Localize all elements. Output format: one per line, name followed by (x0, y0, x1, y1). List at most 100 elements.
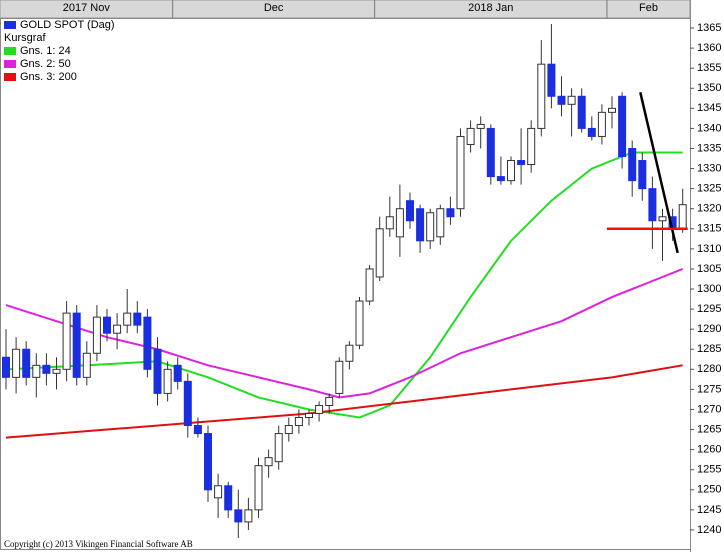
y-tick-label: 1350 (697, 82, 721, 94)
candle-body (446, 208, 455, 218)
moving-average (5, 268, 684, 399)
candle-body (123, 312, 132, 326)
candle-body (183, 380, 192, 427)
y-tick-label: 1325 (697, 183, 721, 195)
legend-label: Kursgraf (4, 32, 47, 44)
y-tick-label: 1345 (697, 102, 721, 114)
candle-body (365, 268, 374, 302)
x-tick-label: 2017 Nov (63, 2, 111, 14)
candle-body (496, 176, 505, 182)
y-tick-label: 1360 (697, 42, 721, 54)
candle-body (486, 127, 495, 178)
candle-body (597, 111, 606, 137)
y-tick-label: 1280 (697, 363, 721, 375)
candle-body (385, 216, 394, 230)
y-tick-label: 1355 (697, 62, 721, 74)
drawn-line (639, 91, 679, 254)
candle-body (577, 95, 586, 129)
x-tick-label: Feb (639, 2, 658, 14)
candle-body (315, 404, 324, 414)
candle-body (42, 364, 51, 374)
candle-body (62, 312, 71, 370)
candle-body (406, 200, 414, 222)
candle-body (678, 204, 687, 230)
candle-body (648, 188, 657, 222)
legend-swatch (4, 60, 16, 68)
candle-body (375, 228, 384, 278)
candle-body (587, 127, 596, 137)
candle-body (355, 300, 364, 346)
y-tick-label: 1340 (697, 122, 721, 134)
candle-body (335, 360, 344, 394)
x-tick-label: 2018 Jan (468, 2, 513, 14)
candle-body (274, 433, 283, 463)
y-tick-label: 1260 (697, 444, 721, 456)
legend-label: Gns. 2: 50 (20, 58, 71, 70)
y-tick-label: 1245 (697, 504, 721, 516)
candle-body (436, 208, 445, 238)
candle-body (537, 63, 546, 129)
y-tick-label: 1335 (697, 142, 721, 154)
y-tick-label: 1330 (697, 162, 721, 174)
candle-body (517, 160, 526, 166)
candle-body (658, 216, 667, 222)
candle-body (325, 396, 334, 406)
candle-body (527, 127, 536, 166)
candle-body (32, 364, 41, 378)
candle-body (92, 316, 101, 354)
candle-body (557, 95, 566, 105)
candle-body (395, 208, 404, 238)
candle-body (345, 344, 354, 362)
y-tick-label: 1300 (697, 283, 721, 295)
legend-label: Gns. 3: 200 (20, 71, 77, 83)
y-tick-label: 1240 (697, 524, 721, 536)
candle-body (234, 509, 243, 523)
candle-body (608, 107, 616, 113)
candle-body (466, 127, 475, 145)
y-tick-label: 1285 (697, 343, 721, 355)
candle-body (22, 348, 31, 378)
candle-body (618, 95, 627, 158)
y-tick-label: 1365 (697, 22, 721, 34)
candle-body (2, 356, 10, 378)
candle-body (72, 312, 81, 378)
candle-body (547, 63, 556, 97)
candle-body (628, 147, 637, 182)
candle-body (284, 425, 293, 435)
x-tick-label: Dec (264, 2, 284, 14)
legend-swatch (4, 47, 16, 55)
y-tick-label: 1295 (697, 303, 721, 315)
candle-body (507, 160, 515, 182)
candle-body (567, 95, 576, 105)
legend-label: GOLD SPOT (Dag) (20, 19, 115, 31)
y-tick-label: 1315 (697, 223, 721, 235)
candle-body (426, 212, 435, 242)
legend-swatch (4, 21, 16, 29)
legend-swatch (4, 73, 16, 81)
y-tick-label: 1320 (697, 203, 721, 215)
y-tick-label: 1310 (697, 243, 721, 255)
candle-body (456, 135, 465, 210)
candle-body (52, 368, 61, 374)
y-tick-label: 1290 (697, 323, 721, 335)
y-tick-label: 1305 (697, 263, 721, 275)
candle-body (416, 208, 425, 242)
candle-body (143, 316, 152, 370)
candle-body (254, 465, 263, 511)
candle-body (103, 316, 111, 334)
candle-body (638, 160, 647, 190)
candle-body (133, 312, 142, 326)
y-tick-label: 1255 (697, 464, 721, 476)
footer: Copyright (c) 2013 Vikingen Financial So… (4, 539, 193, 549)
candle-body (12, 348, 21, 378)
candle-body (193, 425, 202, 435)
candle-body (173, 364, 182, 382)
y-tick-label: 1250 (697, 484, 721, 496)
candle-body (476, 123, 485, 129)
y-tick-label: 1265 (697, 423, 721, 435)
candle-body (113, 324, 122, 334)
candle-body (264, 457, 273, 467)
y-tick-label: 1275 (697, 383, 721, 395)
